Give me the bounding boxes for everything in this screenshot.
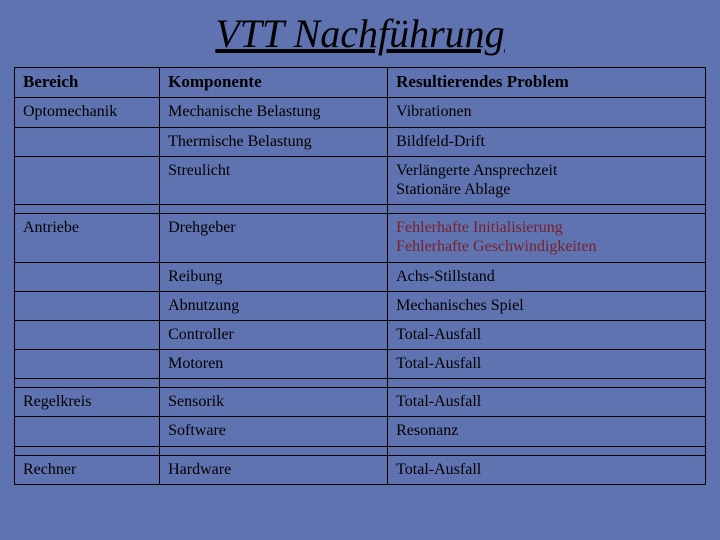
cell-komponente: Hardware <box>160 455 388 484</box>
spacer-cell <box>388 446 706 455</box>
table-row: AntriebeDrehgeberFehlerhafte Initialisie… <box>15 214 706 262</box>
cell-problem: Achs-Stillstand <box>388 262 706 291</box>
cell-komponente: Mechanische Belastung <box>160 98 388 127</box>
spacer-row <box>15 446 706 455</box>
cell-bereich <box>15 320 160 349</box>
cell-bereich <box>15 350 160 379</box>
table-row: ReibungAchs-Stillstand <box>15 262 706 291</box>
col-problem: Resultierendes Problem <box>388 68 706 98</box>
cell-bereich: Optomechanik <box>15 98 160 127</box>
cell-problem: Bildfeld-Drift <box>388 127 706 156</box>
table-row: ControllerTotal-Ausfall <box>15 320 706 349</box>
spacer-cell <box>160 205 388 214</box>
table-row: OptomechanikMechanische BelastungVibrati… <box>15 98 706 127</box>
cell-komponente: Sensorik <box>160 388 388 417</box>
spacer-cell <box>160 446 388 455</box>
cell-problem: Mechanisches Spiel <box>388 291 706 320</box>
cell-bereich <box>15 262 160 291</box>
cell-bereich <box>15 417 160 446</box>
cell-bereich: Rechner <box>15 455 160 484</box>
cell-problem: Vibrationen <box>388 98 706 127</box>
cell-komponente: Motoren <box>160 350 388 379</box>
cell-komponente: Streulicht <box>160 156 388 204</box>
spacer-cell <box>160 379 388 388</box>
cell-problem: Total-Ausfall <box>388 455 706 484</box>
spacer-cell <box>15 446 160 455</box>
cell-problem: Total-Ausfall <box>388 350 706 379</box>
cell-bereich <box>15 127 160 156</box>
spacer-cell <box>388 379 706 388</box>
col-komponente: Komponente <box>160 68 388 98</box>
cell-problem: Verlängerte AnsprechzeitStationäre Ablag… <box>388 156 706 204</box>
cell-bereich: Antriebe <box>15 214 160 262</box>
table-row: RegelkreisSensorikTotal-Ausfall <box>15 388 706 417</box>
col-bereich: Bereich <box>15 68 160 98</box>
spacer-row <box>15 379 706 388</box>
cell-problem: Total-Ausfall <box>388 388 706 417</box>
cell-bereich <box>15 156 160 204</box>
spacer-row <box>15 205 706 214</box>
table-row: AbnutzungMechanisches Spiel <box>15 291 706 320</box>
spacer-cell <box>388 205 706 214</box>
spacer-cell <box>15 379 160 388</box>
table-header-row: Bereich Komponente Resultierendes Proble… <box>15 68 706 98</box>
cell-komponente: Controller <box>160 320 388 349</box>
spacer-cell <box>15 205 160 214</box>
table-row: Thermische BelastungBildfeld-Drift <box>15 127 706 156</box>
cell-komponente: Thermische Belastung <box>160 127 388 156</box>
cell-komponente: Reibung <box>160 262 388 291</box>
slide-title: VTT Nachführung <box>14 10 706 57</box>
cell-komponente: Drehgeber <box>160 214 388 262</box>
table-row: MotorenTotal-Ausfall <box>15 350 706 379</box>
table-row: RechnerHardwareTotal-Ausfall <box>15 455 706 484</box>
cell-problem: Fehlerhafte InitialisierungFehlerhafte G… <box>388 214 706 262</box>
cell-komponente: Software <box>160 417 388 446</box>
table-row: StreulichtVerlängerte AnsprechzeitStatio… <box>15 156 706 204</box>
cell-problem: Total-Ausfall <box>388 320 706 349</box>
cell-bereich <box>15 291 160 320</box>
cell-problem: Resonanz <box>388 417 706 446</box>
cell-komponente: Abnutzung <box>160 291 388 320</box>
problem-table: Bereich Komponente Resultierendes Proble… <box>14 67 706 485</box>
cell-bereich: Regelkreis <box>15 388 160 417</box>
table-row: SoftwareResonanz <box>15 417 706 446</box>
